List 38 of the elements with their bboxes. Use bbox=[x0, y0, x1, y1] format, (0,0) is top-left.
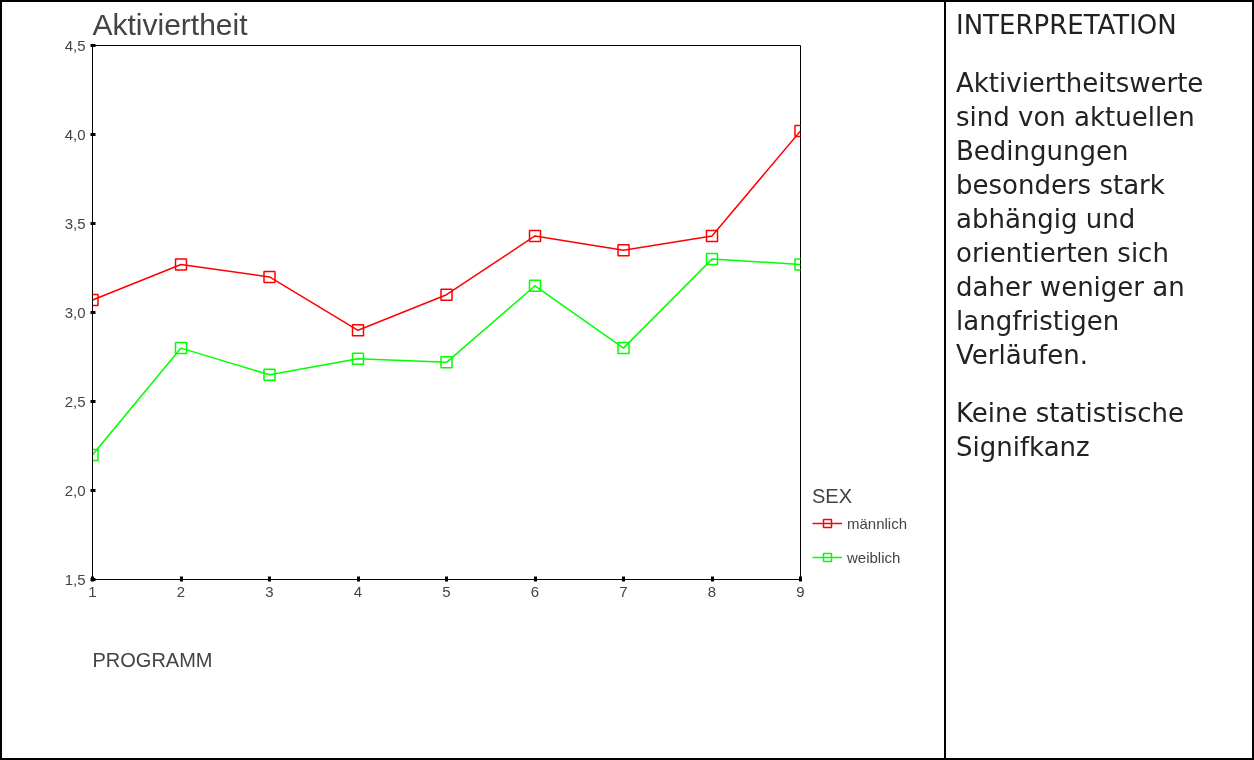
point bbox=[440, 288, 453, 301]
point bbox=[528, 279, 542, 293]
point bbox=[174, 341, 188, 355]
point bbox=[617, 341, 630, 355]
x-tick-label: 7 bbox=[619, 582, 628, 600]
point bbox=[705, 229, 719, 243]
x-tick-label: 9 bbox=[796, 582, 805, 600]
legend-label: weiblich bbox=[847, 548, 901, 566]
y-tick-label: 2,5 bbox=[64, 392, 86, 410]
x-axis-title: PROGRAMM bbox=[92, 648, 213, 671]
y-tick-label: 3,0 bbox=[64, 303, 86, 321]
point bbox=[440, 356, 453, 369]
text: Keine statistische Signifkanz bbox=[956, 397, 1186, 464]
x-tick-label: 2 bbox=[176, 582, 186, 600]
legend-label: männlich bbox=[847, 514, 908, 532]
y-tick-label: 4,0 bbox=[64, 125, 86, 143]
point bbox=[528, 229, 542, 243]
x-tick-label: 4 bbox=[353, 582, 363, 600]
y-tick-label: 3,5 bbox=[64, 214, 86, 232]
point bbox=[617, 243, 630, 257]
x-tick-label: 1 bbox=[88, 582, 97, 600]
y-tick-label: 2,0 bbox=[64, 481, 86, 499]
point bbox=[351, 324, 365, 337]
y-tick-label: 4,5 bbox=[64, 36, 86, 54]
x-tick-label: 5 bbox=[442, 582, 451, 600]
x-tick-label: 6 bbox=[530, 582, 540, 600]
legend-title: SEX bbox=[812, 485, 854, 508]
x-tick-label: 8 bbox=[707, 582, 717, 600]
chart-title: Aktiviertheit bbox=[92, 7, 249, 41]
point bbox=[263, 270, 276, 284]
x-tick-label: 3 bbox=[265, 582, 274, 600]
text: INTERPRETATION bbox=[956, 9, 1178, 42]
point bbox=[174, 258, 188, 271]
point bbox=[263, 368, 276, 382]
point bbox=[705, 252, 719, 266]
y-tick-label: 1,5 bbox=[64, 570, 86, 588]
point bbox=[351, 352, 365, 366]
text: Aktiviertheitswerte sind von aktuellen Bedingungen besonders stark abhängig und orientierten sich daher weniger an langfristigen Verläufen. bbox=[956, 68, 1204, 370]
